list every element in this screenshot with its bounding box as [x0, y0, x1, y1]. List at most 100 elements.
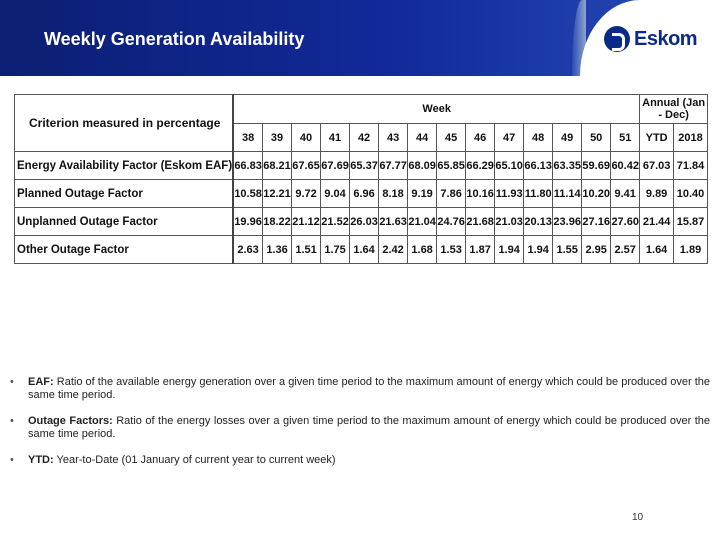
- week-value-cell: 7.86: [436, 179, 467, 208]
- slide-header: Weekly Generation Availability Eskom: [0, 0, 720, 76]
- annual-value-cell: 15.87: [673, 207, 708, 236]
- annual-value-cell: 10.40: [673, 179, 708, 208]
- week-value-cell: 27.60: [610, 207, 641, 236]
- week-value-cell: 1.75: [320, 235, 351, 264]
- week-value-cell: 10.16: [465, 179, 496, 208]
- note-eaf: • EAF: Ratio of the available energy gen…: [10, 376, 710, 402]
- eskom-logo: Eskom: [604, 26, 698, 52]
- bullet: •: [10, 415, 14, 427]
- table-row: Unplanned Outage Factor 19.96 18.22 21.12 21…: [14, 207, 708, 236]
- week-value-cell: 9.72: [291, 179, 322, 208]
- week-column-header: 43: [378, 123, 409, 152]
- week-value-cell: 1.55: [552, 235, 583, 264]
- week-value-cell: 21.04: [407, 207, 438, 236]
- week-value-cell: 23.96: [552, 207, 583, 236]
- week-column-header: 44: [407, 123, 438, 152]
- week-value-cell: 65.37: [349, 151, 380, 180]
- row-label: Energy Availability Factor (Eskom EAF): [14, 151, 235, 180]
- eskom-logo-icon: [604, 26, 630, 52]
- logo-text: Eskom: [634, 27, 698, 50]
- note-term: Outage Factors:: [28, 415, 113, 427]
- week-value-cell: 9.04: [320, 179, 351, 208]
- slide-title: Weekly Generation Availability: [44, 29, 305, 49]
- week-value-cell: 1.51: [291, 235, 322, 264]
- week-value-cell: 2.42: [378, 235, 409, 264]
- week-value-cell: 11.14: [552, 179, 583, 208]
- week-value-cell: 9.19: [407, 179, 438, 208]
- week-value-cell: 67.65: [291, 151, 322, 180]
- criterion-header: Criterion measured in percentage: [14, 94, 235, 152]
- week-value-cell: 1.68: [407, 235, 438, 264]
- column-header-row: 38 39 40 41 42 43 44 45 46 47 48 49 50 51 YTD 2018: [15, 123, 708, 152]
- week-value-cell: 68.09: [407, 151, 438, 180]
- week-value-cell: 65.10: [494, 151, 525, 180]
- week-value-cell: 10.58: [232, 179, 264, 208]
- week-value-cell: 67.77: [378, 151, 409, 180]
- week-value-cell: 2.63: [232, 235, 264, 264]
- week-column-header: 39: [262, 123, 293, 152]
- week-value-cell: 20.13: [523, 207, 554, 236]
- note-ytd: • YTD: Year-to-Date (01 January of curre…: [10, 454, 710, 467]
- week-value-cell: 2.95: [581, 235, 612, 264]
- week-value-cell: 21.63: [378, 207, 409, 236]
- note-term: YTD:: [28, 454, 54, 466]
- annual-value-cell: 21.44: [639, 207, 674, 236]
- note-definition: Year-to-Date (01 January of current year…: [53, 454, 336, 466]
- week-column-header: 50: [581, 123, 612, 152]
- page-number: 10: [632, 512, 644, 523]
- week-column-header: 41: [320, 123, 351, 152]
- week-value-cell: 26.03: [349, 207, 380, 236]
- week-value-cell: 66.13: [523, 151, 554, 180]
- note-definition: Ratio of the energy losses over a given …: [28, 415, 710, 440]
- week-value-cell: 66.29: [465, 151, 496, 180]
- note-term: EAF:: [28, 376, 54, 388]
- table-row: Other Outage Factor 2.63 1.36 1.51 1.75 1.64 2…: [14, 235, 708, 264]
- week-value-cell: 2.57: [610, 235, 641, 264]
- annual-header: Annual (Jan - Dec): [639, 94, 708, 124]
- week-value-cell: 6.96: [349, 179, 380, 208]
- table-body: Energy Availability Factor (Eskom EAF) 66…: [14, 151, 708, 264]
- note-outage-factors: • Outage Factors: Ratio of the energy lo…: [10, 415, 710, 441]
- week-value-cell: 12.21: [262, 179, 293, 208]
- annual-value-cell: 9.89: [639, 179, 674, 208]
- annual-column-header: YTD: [639, 123, 674, 152]
- week-value-cell: 18.22: [262, 207, 293, 236]
- week-column-header: 40: [291, 123, 322, 152]
- week-column-header: 42: [349, 123, 380, 152]
- week-value-cell: 27.16: [581, 207, 612, 236]
- bullet: •: [10, 454, 14, 466]
- week-value-cell: 1.36: [262, 235, 293, 264]
- week-value-cell: 66.83: [232, 151, 264, 180]
- week-value-cell: 8.18: [378, 179, 409, 208]
- week-value-cell: 21.68: [465, 207, 496, 236]
- annual-value-cell: 1.89: [673, 235, 708, 264]
- week-value-cell: 1.94: [494, 235, 525, 264]
- week-value-cell: 21.52: [320, 207, 351, 236]
- week-value-cell: 9.41: [610, 179, 641, 208]
- availability-table: Criterion measured in percentage Week An…: [14, 94, 708, 264]
- week-column-header: 47: [494, 123, 525, 152]
- week-column-header: 51: [610, 123, 641, 152]
- week-column-header: 48: [523, 123, 554, 152]
- week-column-header: 45: [436, 123, 467, 152]
- week-value-cell: 63.35: [552, 151, 583, 180]
- week-value-cell: 1.94: [523, 235, 554, 264]
- week-value-cell: 59.69: [581, 151, 612, 180]
- week-column-header: 38: [232, 123, 264, 152]
- row-label: Planned Outage Factor: [14, 179, 235, 208]
- annual-column-header: 2018: [673, 123, 708, 152]
- table-row: Energy Availability Factor (Eskom EAF) 66…: [14, 151, 708, 180]
- week-value-cell: 1.53: [436, 235, 467, 264]
- week-value-cell: 21.03: [494, 207, 525, 236]
- week-value-cell: 21.12: [291, 207, 322, 236]
- row-label: Unplanned Outage Factor: [14, 207, 235, 236]
- annual-value-cell: 1.64: [639, 235, 674, 264]
- week-value-cell: 1.87: [465, 235, 496, 264]
- note-definition: Ratio of the available energy generation…: [28, 376, 710, 401]
- row-label: Other Outage Factor: [14, 235, 235, 264]
- week-header: Week: [232, 94, 641, 124]
- week-value-cell: 10.20: [581, 179, 612, 208]
- week-value-cell: 68.21: [262, 151, 293, 180]
- week-value-cell: 67.69: [320, 151, 351, 180]
- annual-value-cell: 71.84: [673, 151, 708, 180]
